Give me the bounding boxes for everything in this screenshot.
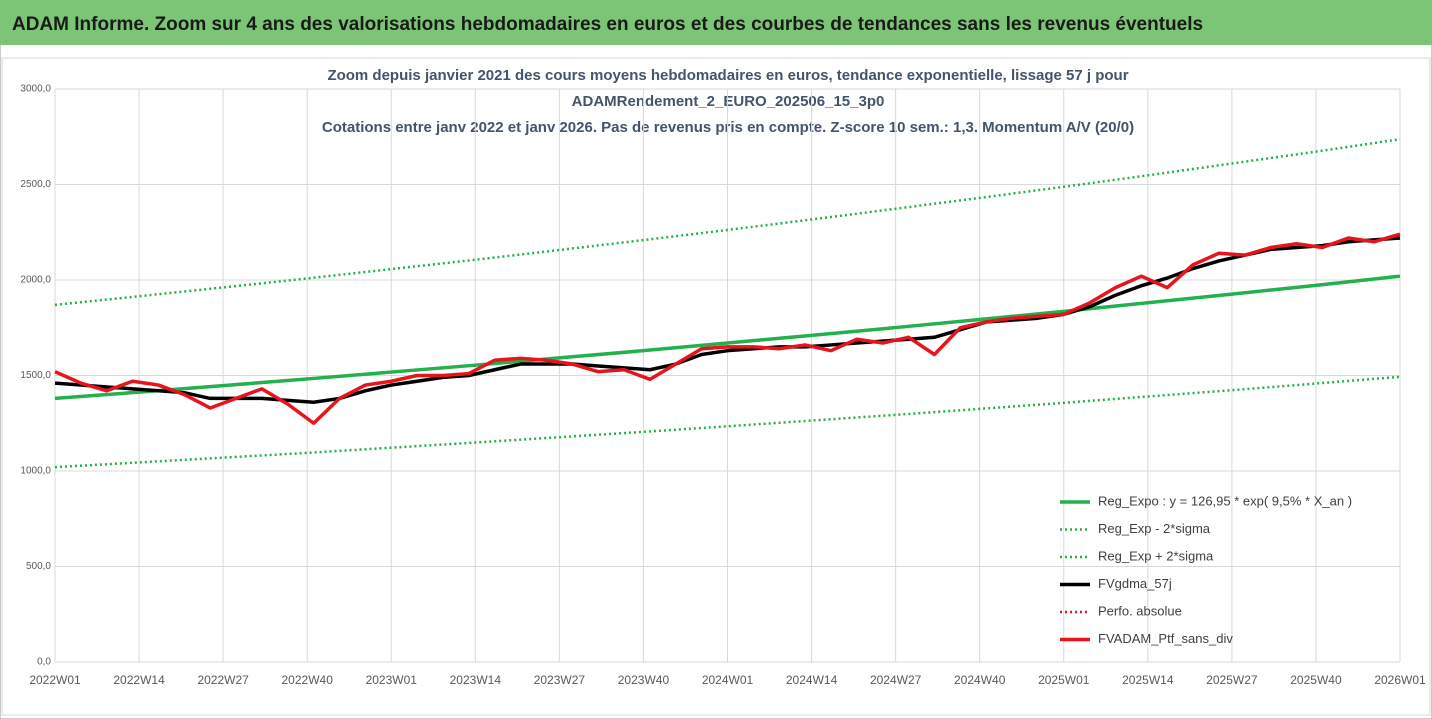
series-line <box>54 137 1401 307</box>
header-band <box>0 0 1432 45</box>
x-tick-label: 2024W14 <box>786 673 838 687</box>
x-tick-label: 2022W40 <box>282 673 334 687</box>
x-tick-label: 2023W27 <box>534 673 586 687</box>
x-tick-label: 2022W27 <box>197 673 249 687</box>
y-tick-label: 2000,0 <box>20 275 51 286</box>
x-tick-label: 2022W01 <box>29 673 81 687</box>
legend-label: Reg_Expo : y = 126,95 * exp( 9,5% * X_an… <box>1098 493 1352 508</box>
x-tick-label: 2023W40 <box>618 673 670 687</box>
legend-label: Reg_Exp - 2*sigma <box>1098 521 1211 536</box>
y-tick-label: 1500,0 <box>20 370 51 381</box>
x-tick-label: 2023W01 <box>366 673 418 687</box>
legend-label: FVgdma_57j <box>1098 576 1172 591</box>
chart-area <box>1 57 1431 716</box>
series-line <box>54 274 1401 401</box>
y-tick-label: 500,0 <box>26 561 51 572</box>
y-tick-label: 0,0 <box>37 657 51 668</box>
chart-title: Zoom depuis janvier 2021 des cours moyen… <box>327 67 1128 84</box>
y-tick-label: 2500,0 <box>20 179 51 190</box>
x-tick-label: 2026W01 <box>1374 673 1426 687</box>
x-tick-label: 2024W40 <box>954 673 1006 687</box>
chart-title: Cotations entre janv 2022 et janv 2026. … <box>322 119 1134 136</box>
y-tick-label: 3000,0 <box>20 84 51 95</box>
legend-label: Perfo. absolue <box>1098 603 1182 618</box>
x-tick-label: 2025W01 <box>1038 673 1090 687</box>
x-tick-label: 2025W40 <box>1290 673 1342 687</box>
x-tick-label: 2024W27 <box>870 673 922 687</box>
series-line <box>54 232 1401 425</box>
x-tick-label: 2025W14 <box>1122 673 1174 687</box>
x-tick-label: 2024W01 <box>702 673 754 687</box>
legend-label: Reg_Exp + 2*sigma <box>1098 548 1214 563</box>
x-tick-label: 2022W14 <box>113 673 165 687</box>
legend-label: FVADAM_Ptf_sans_div <box>1098 631 1233 646</box>
x-tick-label: 2023W14 <box>450 673 502 687</box>
header-title: ADAM Informe. Zoom sur 4 ans des valoris… <box>12 14 1203 35</box>
y-tick-label: 1000,0 <box>20 466 51 477</box>
x-tick-label: 2025W27 <box>1206 673 1258 687</box>
